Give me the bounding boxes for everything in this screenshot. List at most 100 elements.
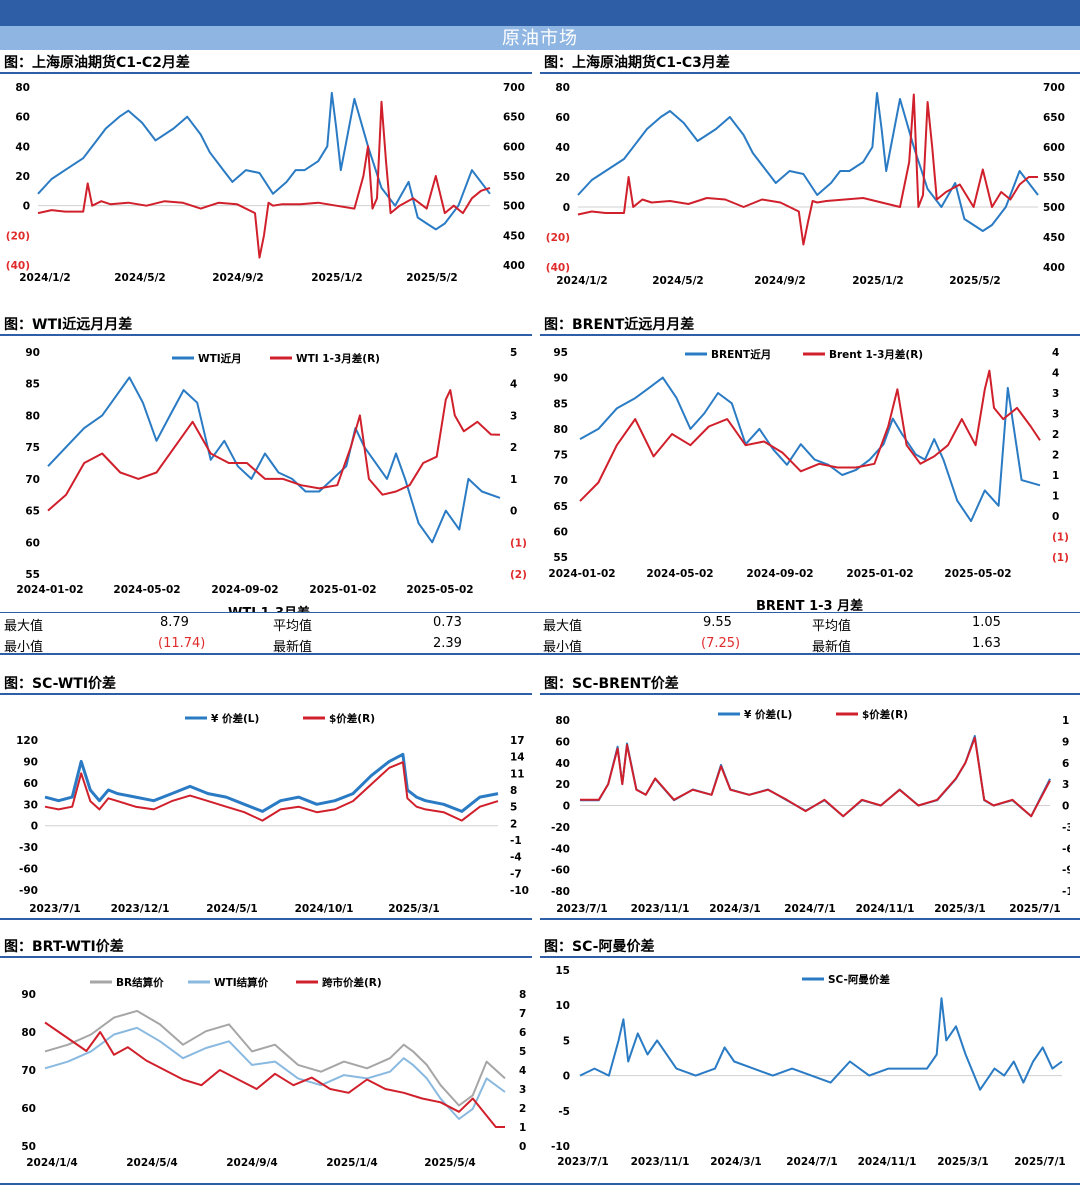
y-tick-label: 60 (555, 736, 570, 748)
panel-title-sc-c1c2: 图：上海原油期货C1-C2月差 (4, 55, 190, 71)
y-tick-label: 55 (553, 552, 568, 564)
y-tick-label: 60 (555, 112, 570, 124)
y2-tick-label: -7 (510, 868, 522, 880)
y-tick-label: (20) (546, 232, 570, 244)
panel-title-sc-wti: 图：SC-WTI价差 (4, 676, 117, 692)
stat-label: 最小值 (4, 640, 44, 655)
divider (0, 72, 532, 74)
x-tick-label: 2024/10/1 (295, 903, 354, 915)
y2-tick-label: 5 (510, 802, 517, 814)
x-tick-label: 2024/11/1 (858, 1156, 917, 1168)
section-title: 原油市场 (0, 26, 1080, 50)
legend-label: ¥ 价差(L) (211, 712, 259, 725)
legend-label: $价差(R) (329, 712, 375, 725)
series-line-跨市价差(R) (44, 1021, 505, 1128)
y-tick-label: 95 (553, 347, 568, 359)
series-line-WTI结算价 (44, 1026, 506, 1120)
x-tick-label: 2024/9/2 (754, 275, 806, 287)
x-tick-label: 2025/3/1 (388, 903, 440, 915)
y-tick-label: 40 (555, 758, 570, 770)
y2-tick-label: 8 (519, 989, 526, 1001)
y-tick-label: 20 (15, 171, 30, 183)
stat-max: 8.79 (160, 615, 189, 630)
legend-label: Brent 1-3月差(R) (829, 348, 923, 361)
y-tick-label: 0 (23, 201, 30, 213)
y2-tick-label: 1 (1052, 491, 1059, 503)
stat-label: 最新值 (812, 640, 852, 655)
chart-sc-brent: 80 60 40 20 0 -20 -40 -60 -80 12 9 6 3 0 -3 -6 -9 -12 2023… (551, 708, 1070, 915)
x-tick-label: 2023/7/1 (556, 903, 608, 915)
y-tick-label: 0 (563, 801, 570, 813)
top-banner (0, 0, 1080, 26)
x-tick-label: 2024/3/1 (710, 1156, 762, 1168)
y-tick-label: 40 (15, 141, 30, 153)
x-tick-label: 2023/7/1 (29, 903, 81, 915)
x-tick-label: 2025/1/4 (326, 1157, 378, 1169)
series-line-red (37, 100, 491, 259)
y-tick-label: 0 (31, 821, 38, 833)
y2-tick-label: 6 (1062, 758, 1069, 770)
y2-tick-label: 2 (1052, 429, 1059, 441)
series-line-WTI近月 (47, 376, 501, 544)
y-tick-label: -5 (558, 1106, 570, 1118)
x-tick-label: 2024-09-02 (746, 568, 813, 580)
y2-tick-label: 3 (1052, 388, 1059, 400)
y2-tick-label: 500 (1043, 202, 1065, 214)
y2-tick-label: 450 (1043, 232, 1065, 244)
y-tick-label: 40 (555, 142, 570, 154)
legend-label: WTI 1-3月差(R) (296, 352, 380, 365)
x-tick-label: 2023/11/1 (631, 1156, 690, 1168)
x-tick-label: 2024/9/4 (226, 1157, 278, 1169)
panel-title-sc-brent: 图：SC-BRENT价差 (544, 676, 679, 692)
y-tick-label: 80 (25, 410, 40, 422)
y2-tick-label: 650 (503, 112, 525, 124)
y-tick-label: 120 (16, 735, 38, 747)
series-line-¥ 价差(L) (44, 752, 499, 813)
y2-tick-label: 8 (510, 785, 517, 797)
y-tick-label: 50 (21, 1141, 36, 1153)
y2-tick-label: 2 (510, 442, 517, 454)
y-tick-label: 15 (555, 965, 570, 977)
y2-tick-label: 17 (510, 735, 525, 747)
y-tick-label: 0 (563, 1071, 570, 1083)
x-tick-label: 2025-01-02 (846, 568, 913, 580)
y2-tick-label: 14 (510, 752, 525, 764)
y-tick-label: 85 (553, 398, 568, 410)
y-tick-label: 20 (555, 172, 570, 184)
y2-tick-label: (1) (1052, 552, 1069, 564)
divider (0, 956, 532, 958)
y-tick-label: -60 (19, 864, 38, 876)
y-tick-label: 60 (25, 537, 40, 549)
y2-tick-label: 700 (503, 82, 525, 94)
divider (0, 334, 532, 336)
stat-label: 平均值 (273, 619, 313, 634)
series-line-blue (577, 92, 1039, 232)
stat-label: 平均值 (812, 619, 852, 634)
x-tick-label: 2024-05-02 (113, 584, 180, 596)
y2-tick-label: 1 (510, 474, 517, 486)
y2-tick-label: (1) (510, 537, 527, 549)
y-tick-label: (40) (546, 262, 570, 274)
y2-tick-label: -4 (510, 852, 522, 864)
wti-stats-caption: WTI 1-3月差 (228, 602, 310, 612)
stat-label: 最小值 (543, 640, 583, 655)
y2-tick-label: 6 (519, 1027, 526, 1039)
y2-tick-label: 12 (1062, 715, 1070, 727)
legend-label: WTI近月 (198, 352, 242, 365)
panel-title-brent: 图：BRENT近远月月差 (544, 317, 695, 333)
y-tick-label: 60 (553, 526, 568, 538)
chart-sc-c1c3: 80 60 40 20 0 (20) (40) 700 650 600 550 500 450 400 20… (546, 82, 1065, 287)
stat-label: 最大值 (4, 619, 44, 634)
x-tick-label: 2025/5/2 (406, 272, 458, 284)
y2-tick-label: 600 (503, 141, 525, 153)
y2-tick-label: 0 (510, 506, 517, 518)
stat-min: (11.74) (158, 636, 206, 651)
panel-title-sc-oman: 图：SC-阿曼价差 (544, 939, 655, 955)
legend-label: ¥ 价差(L) (744, 708, 792, 721)
y-tick-label: 65 (25, 506, 40, 518)
brent-stats: 最大值 9.55 平均值 1.05 最小值 (7.25) 最新值 1.63 (540, 614, 1080, 655)
y-tick-label: 70 (21, 1065, 36, 1077)
y2-tick-label: -3 (1062, 822, 1070, 834)
y2-tick-label: 0 (519, 1141, 526, 1153)
y2-tick-label: 7 (519, 1008, 526, 1020)
